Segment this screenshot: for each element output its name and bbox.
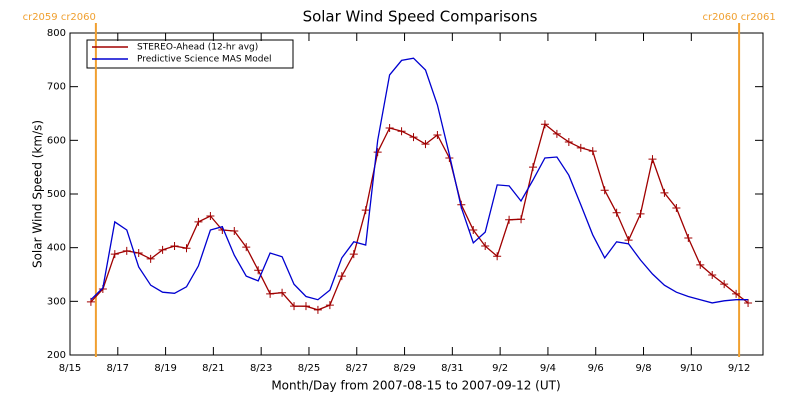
point-marker bbox=[170, 242, 179, 251]
point-marker bbox=[325, 301, 334, 310]
point-marker bbox=[624, 236, 633, 245]
point-marker bbox=[528, 163, 537, 172]
y-tick-label: 500 bbox=[47, 189, 66, 200]
point-marker bbox=[672, 203, 681, 212]
legend-box bbox=[86, 39, 294, 69]
x-tick-label: 8/25 bbox=[298, 363, 320, 374]
x-tick-label: 9/6 bbox=[588, 363, 604, 374]
x-tick-label: 8/17 bbox=[107, 363, 129, 374]
point-marker bbox=[278, 288, 287, 297]
point-marker bbox=[684, 234, 693, 243]
point-marker bbox=[600, 186, 609, 195]
y-tick-label: 300 bbox=[47, 296, 66, 307]
x-tick-label: 9/8 bbox=[635, 363, 651, 374]
point-marker bbox=[660, 188, 669, 197]
point-marker bbox=[564, 137, 573, 146]
point-marker bbox=[540, 120, 549, 129]
point-marker bbox=[242, 243, 251, 252]
legend-label: STEREO-Ahead (12-hr avg) bbox=[137, 43, 258, 53]
point-marker bbox=[481, 242, 490, 251]
chart-title: Solar Wind Speed Comparisons bbox=[303, 8, 538, 26]
point-marker bbox=[576, 143, 585, 152]
y-tick-label: 400 bbox=[47, 243, 66, 254]
point-marker bbox=[122, 246, 131, 255]
point-marker bbox=[254, 266, 263, 275]
x-tick-label: 8/19 bbox=[154, 363, 176, 374]
point-marker bbox=[421, 140, 430, 149]
y-tick-label: 700 bbox=[47, 82, 66, 93]
point-marker bbox=[313, 305, 322, 314]
point-marker bbox=[110, 250, 119, 259]
point-marker bbox=[158, 245, 167, 254]
y-axis-title: Solar Wind Speed (km/s) bbox=[31, 120, 45, 268]
point-marker bbox=[588, 147, 597, 156]
point-marker bbox=[720, 280, 729, 289]
point-marker bbox=[493, 252, 502, 261]
y-tick-label: 200 bbox=[47, 350, 66, 361]
x-tick-label: 8/15 bbox=[59, 363, 81, 374]
point-marker bbox=[361, 206, 370, 215]
point-marker bbox=[505, 215, 514, 224]
x-tick-label: 8/31 bbox=[441, 363, 463, 374]
point-marker bbox=[612, 208, 621, 217]
rotation-label: cr2059 cr2060 bbox=[23, 12, 96, 23]
x-tick-label: 9/2 bbox=[492, 363, 508, 374]
point-marker bbox=[301, 302, 310, 311]
point-marker bbox=[134, 249, 143, 258]
point-marker bbox=[409, 133, 418, 142]
point-marker bbox=[206, 212, 215, 221]
point-marker bbox=[708, 271, 717, 280]
point-marker bbox=[146, 254, 155, 263]
point-marker bbox=[385, 123, 394, 132]
point-marker bbox=[337, 272, 346, 281]
x-tick-label: 8/29 bbox=[393, 363, 415, 374]
x-tick-label: 8/27 bbox=[346, 363, 368, 374]
x-tick-label: 9/4 bbox=[540, 363, 556, 374]
point-marker bbox=[696, 260, 705, 269]
y-tick-label: 600 bbox=[47, 135, 66, 146]
legend-label: Predictive Science MAS Model bbox=[137, 55, 272, 65]
series-line bbox=[90, 123, 749, 311]
series-line bbox=[90, 57, 749, 304]
rotation-label: cr2060 cr2061 bbox=[702, 12, 775, 23]
x-tick-label: 8/21 bbox=[202, 363, 224, 374]
point-marker bbox=[732, 289, 741, 298]
point-marker bbox=[552, 129, 561, 138]
point-marker bbox=[469, 225, 478, 234]
point-marker bbox=[182, 244, 191, 253]
x-tick-label: 9/12 bbox=[728, 363, 750, 374]
x-tick-label: 8/23 bbox=[250, 363, 272, 374]
x-axis-title: Month/Day from 2007-08-15 to 2007-09-12 … bbox=[271, 379, 560, 393]
y-tick-label: 800 bbox=[47, 28, 66, 39]
point-marker bbox=[648, 155, 657, 164]
point-marker bbox=[397, 127, 406, 136]
x-tick-label: 9/10 bbox=[680, 363, 702, 374]
point-marker bbox=[373, 148, 382, 157]
point-marker bbox=[349, 250, 358, 259]
point-marker bbox=[194, 217, 203, 226]
point-marker bbox=[266, 289, 275, 298]
point-marker bbox=[433, 130, 442, 139]
point-marker bbox=[230, 227, 239, 236]
point-marker bbox=[517, 215, 526, 224]
point-marker bbox=[290, 302, 299, 311]
point-marker bbox=[636, 209, 645, 218]
